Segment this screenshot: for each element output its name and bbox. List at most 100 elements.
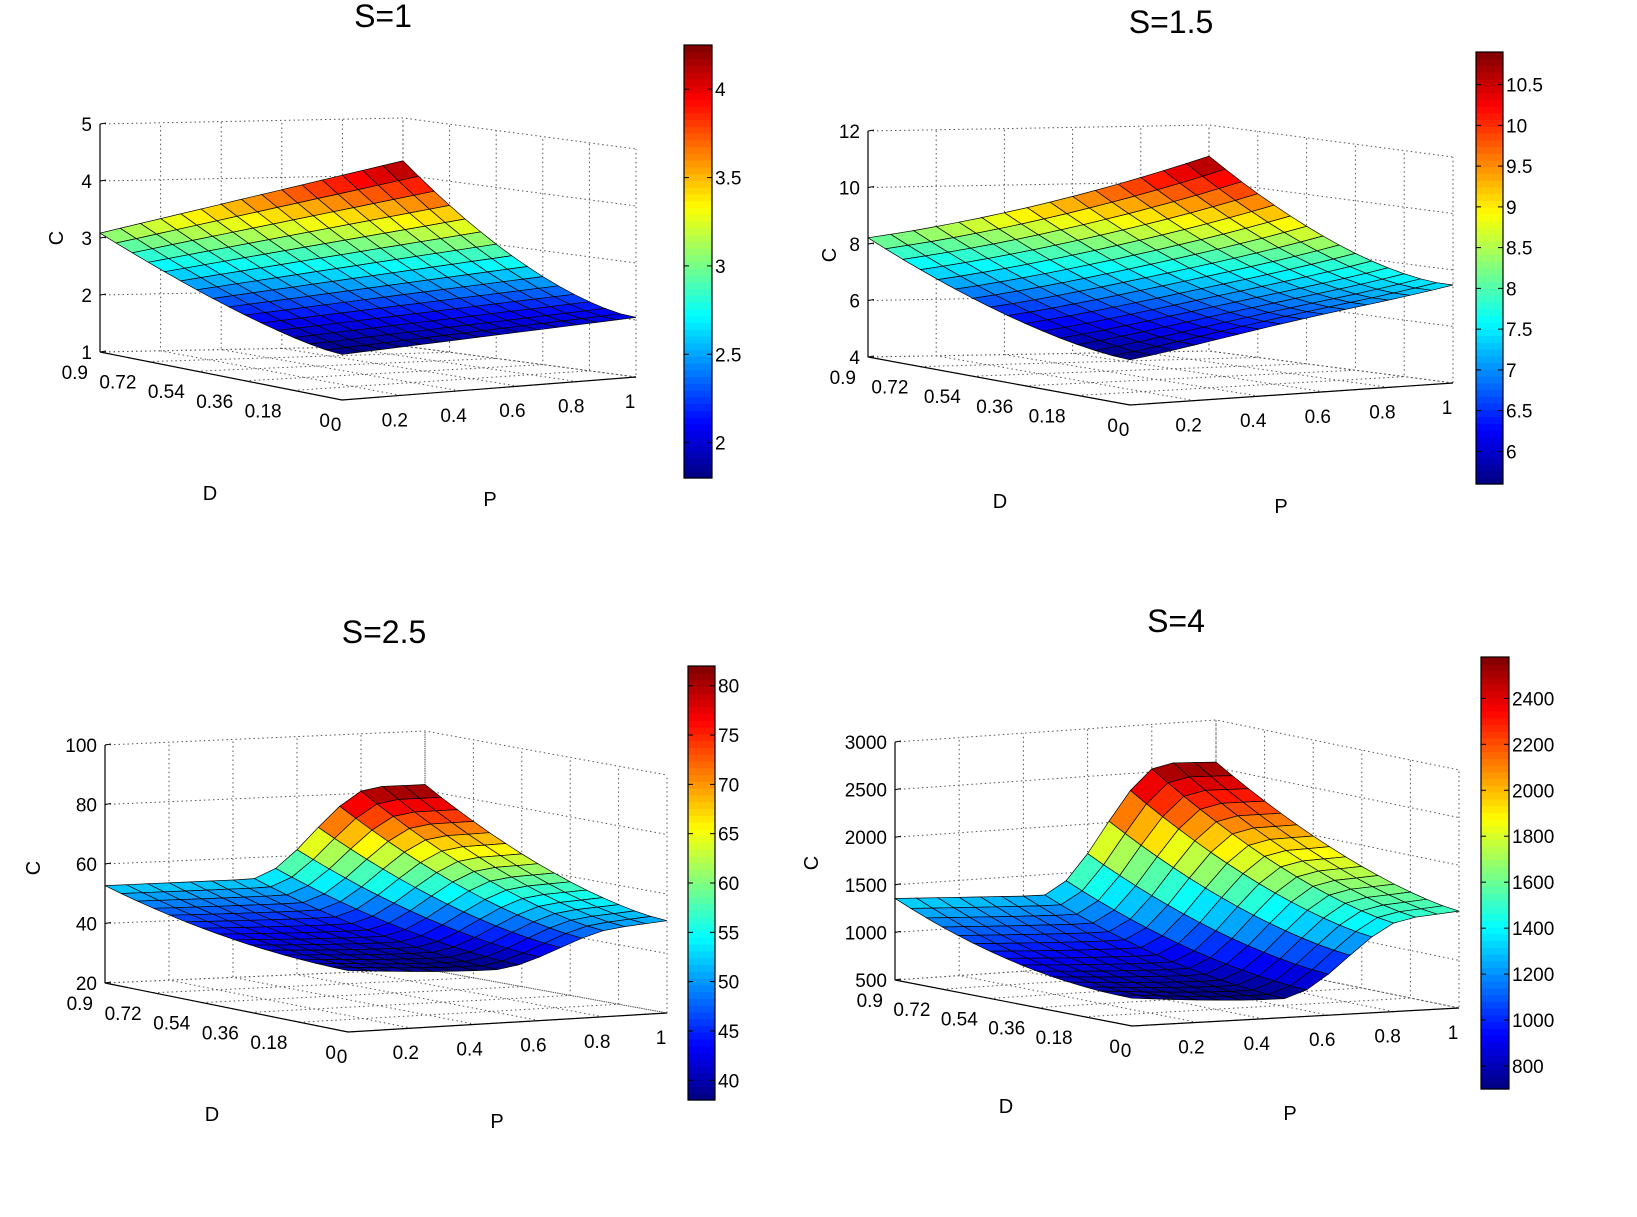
colorbar-band <box>1476 463 1503 472</box>
colorbar-band <box>1481 697 1509 705</box>
d-axis-label: D <box>205 1104 219 1126</box>
colorbar-band <box>684 383 712 391</box>
colorbar-band <box>688 1032 715 1040</box>
colorbar-tick-label: 65 <box>718 825 739 846</box>
colorbar-band <box>1481 852 1509 861</box>
colorbar-band <box>688 876 715 884</box>
surface-patch <box>331 966 370 972</box>
colorbar-band <box>684 275 712 283</box>
colorbar-band <box>688 740 715 748</box>
p-axis <box>1129 382 1454 406</box>
surface-mesh <box>867 155 1454 361</box>
p-tick-label: 0.8 <box>558 397 584 418</box>
colorbar-band <box>1481 859 1509 867</box>
d-gridline <box>1077 150 1405 396</box>
colorbar-band <box>1476 430 1503 438</box>
z-tick-label: 2500 <box>845 781 887 802</box>
colorbar-band <box>684 396 712 405</box>
p-axis-label: P <box>1283 1103 1296 1125</box>
colorbar-band <box>1481 744 1509 753</box>
colorbar-band <box>684 410 712 418</box>
z-tick-label: 2 <box>81 286 92 307</box>
p-tick-label: 0 <box>1119 420 1130 441</box>
colorbar-band <box>684 105 712 114</box>
colorbar-band <box>684 85 712 93</box>
colorbar-band <box>688 706 715 715</box>
p-axis-label: P <box>483 489 496 511</box>
colorbar-band <box>1476 274 1503 283</box>
z-tick-label: 8 <box>849 235 860 256</box>
colorbar-band <box>1481 792 1509 800</box>
colorbar-band <box>1481 765 1509 773</box>
d-gridline <box>341 149 637 401</box>
p-tick-label: 0.6 <box>1305 407 1331 428</box>
colorbar-tick-label: 9 <box>1506 198 1517 219</box>
colorbar-tick-label: 10.5 <box>1506 76 1543 97</box>
d-axis-label: D <box>203 483 217 505</box>
p-tick-label: 0.4 <box>440 406 467 427</box>
chart-title: S=1 <box>354 0 412 34</box>
colorbar-band <box>1481 690 1509 699</box>
colorbar-band <box>1476 200 1503 208</box>
colorbar-band <box>688 1045 715 1054</box>
colorbar-tick-label: 8.5 <box>1506 239 1532 260</box>
surface-plot-3: 20 40 60 80 100 0 0.2 0.4 0.6 0.8 1 0 0.18 0.36 0.54 0.… <box>23 614 739 1133</box>
colorbar-tick-label: 60 <box>718 874 739 895</box>
colorbar-band <box>684 322 712 330</box>
colorbar-band <box>684 247 712 256</box>
colorbar: 2 2.5 3 3.5 4 <box>683 44 741 479</box>
colorbar-band <box>1481 960 1509 969</box>
colorbar-band <box>1476 214 1503 222</box>
colorbar-band <box>1476 99 1503 107</box>
colorbar-band <box>688 794 715 803</box>
colorbar-band <box>688 1052 715 1060</box>
colorbar-band <box>1481 1014 1509 1023</box>
colorbar-band <box>1481 893 1509 901</box>
colorbar-band <box>688 713 715 721</box>
colorbar-band <box>684 362 712 371</box>
colorbar-band <box>688 862 715 871</box>
colorbar-band <box>684 180 712 188</box>
colorbar-band <box>1476 389 1503 397</box>
colorbar-band <box>688 1018 715 1027</box>
p-tick-label: 0.2 <box>1178 1037 1204 1058</box>
colorbar-band <box>688 727 715 735</box>
colorbar-band <box>688 774 715 782</box>
colorbar-band <box>1481 677 1509 685</box>
colorbar-band <box>1476 409 1503 418</box>
colorbar-band <box>684 166 712 175</box>
p-tick-label: 0.2 <box>393 1043 419 1064</box>
colorbar-band <box>1476 220 1503 229</box>
z-tick-mark <box>894 788 902 791</box>
colorbar-band <box>688 733 715 742</box>
colorbar-band <box>1476 166 1503 175</box>
colorbar-band <box>1476 376 1503 384</box>
p-tick-label: 0.2 <box>1175 416 1201 437</box>
colorbar-band <box>688 693 715 701</box>
colorbar-band <box>1481 1048 1509 1056</box>
colorbar-band <box>684 437 712 445</box>
d-tick-label: 0.36 <box>196 392 233 413</box>
colorbar-band <box>684 281 712 290</box>
colorbar-tick-label: 2200 <box>1512 735 1554 756</box>
colorbar-band <box>684 329 712 337</box>
colorbar-band <box>688 889 715 898</box>
colorbar-band <box>1476 52 1503 60</box>
z-tick-mark <box>867 355 875 358</box>
colorbar-band <box>1476 396 1503 404</box>
d-tick-label: 0.9 <box>830 368 856 389</box>
colorbar-band <box>688 977 715 986</box>
p-tick-label: 0.8 <box>1374 1027 1400 1048</box>
surface-patch <box>325 347 362 355</box>
colorbar-band <box>684 92 712 100</box>
colorbar-band <box>1481 987 1509 996</box>
z-tick-label: 1500 <box>845 876 887 897</box>
colorbar-band <box>1481 954 1509 962</box>
d-tick-label: 0 <box>325 1043 336 1064</box>
d-gridline <box>148 124 451 363</box>
colorbar-band <box>1476 423 1503 431</box>
z-tick-mark <box>99 179 107 182</box>
p-tick-label: 0 <box>1121 1041 1132 1062</box>
p-tick-label: 0.4 <box>1240 411 1267 432</box>
